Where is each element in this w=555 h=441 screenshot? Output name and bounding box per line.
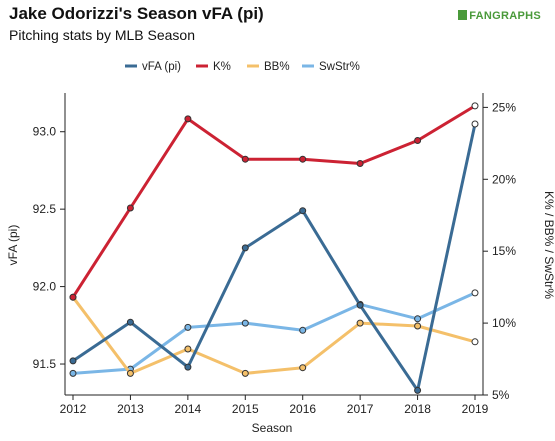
x-tick-label: 2016 <box>289 402 316 416</box>
legend-label: vFA (pi) <box>142 61 181 73</box>
y2-tick-label: 15% <box>492 244 516 258</box>
chart-subtitle: Pitching stats by MLB Season <box>9 27 195 43</box>
data-point-k <box>126 204 134 212</box>
data-point-vfa-pi <box>414 386 422 394</box>
x-tick-label: 2012 <box>60 402 87 416</box>
y-tick-label: 92.5 <box>33 202 57 216</box>
x-axis-title: Season <box>252 421 293 435</box>
legend-label: BB% <box>264 61 290 73</box>
x-tick-label: 2017 <box>347 402 374 416</box>
data-point-bb <box>184 345 192 353</box>
data-point-vfa-pi <box>184 363 192 371</box>
data-point-vfa-pi <box>241 244 249 252</box>
data-point-swstr <box>299 326 307 334</box>
logo-icon <box>458 10 468 20</box>
fangraphs-logo: FANGRAPHS <box>458 10 541 22</box>
x-tick-label: 2013 <box>117 402 144 416</box>
data-point-vfa-pi <box>69 357 77 365</box>
series-line-k <box>71 104 476 299</box>
data-point-vfa-pi <box>356 301 364 309</box>
data-point-bb <box>299 364 307 372</box>
data-point-vfa-pi <box>299 207 307 215</box>
y2-tick-label: 25% <box>492 100 516 114</box>
y-tick-label: 91.5 <box>33 357 57 371</box>
logo-text: FANGRAPHS <box>469 10 541 22</box>
x-tick-label: 2018 <box>404 402 431 416</box>
y-tick-label: 93.0 <box>33 125 57 139</box>
data-point-vfa-pi <box>471 120 479 128</box>
series-line-swstr <box>72 291 476 375</box>
data-point-bb <box>126 369 134 377</box>
data-point-swstr <box>414 315 422 323</box>
y2-tick-label: 5% <box>492 388 510 402</box>
data-point-vfa-pi <box>126 318 134 326</box>
data-point-bb <box>471 338 479 346</box>
y2-tick-label: 20% <box>492 172 516 186</box>
x-tick-label: 2019 <box>462 402 489 416</box>
data-point-k <box>241 155 249 163</box>
y-tick-label: 92.0 <box>33 280 57 294</box>
data-point-k <box>356 160 364 167</box>
data-point-swstr <box>241 319 249 327</box>
y2-axis-title: K% / BB% / SwStr% <box>542 191 555 299</box>
y2-tick-label: 10% <box>492 316 516 330</box>
series-line-bb <box>71 296 476 375</box>
y-axis-title: vFA (pi) <box>6 225 20 266</box>
data-point-k <box>299 155 307 163</box>
legend-label: SwStr% <box>319 61 360 73</box>
data-point-bb <box>241 369 249 377</box>
data-point-swstr <box>184 323 192 331</box>
data-point-bb <box>356 319 364 327</box>
data-point-k <box>184 115 192 123</box>
chart-title: Jake Odorizzi's Season vFA (pi) <box>9 4 264 23</box>
data-point-k <box>471 102 479 110</box>
data-point-k <box>414 137 422 144</box>
data-point-swstr <box>471 289 479 297</box>
x-tick-label: 2015 <box>232 402 259 416</box>
data-point-swstr <box>69 369 77 377</box>
data-point-k <box>69 293 77 301</box>
legend-label: K% <box>213 61 231 73</box>
x-tick-label: 2014 <box>175 402 202 416</box>
series-line-vfa-pi <box>72 123 477 392</box>
data-point-bb <box>414 322 422 330</box>
